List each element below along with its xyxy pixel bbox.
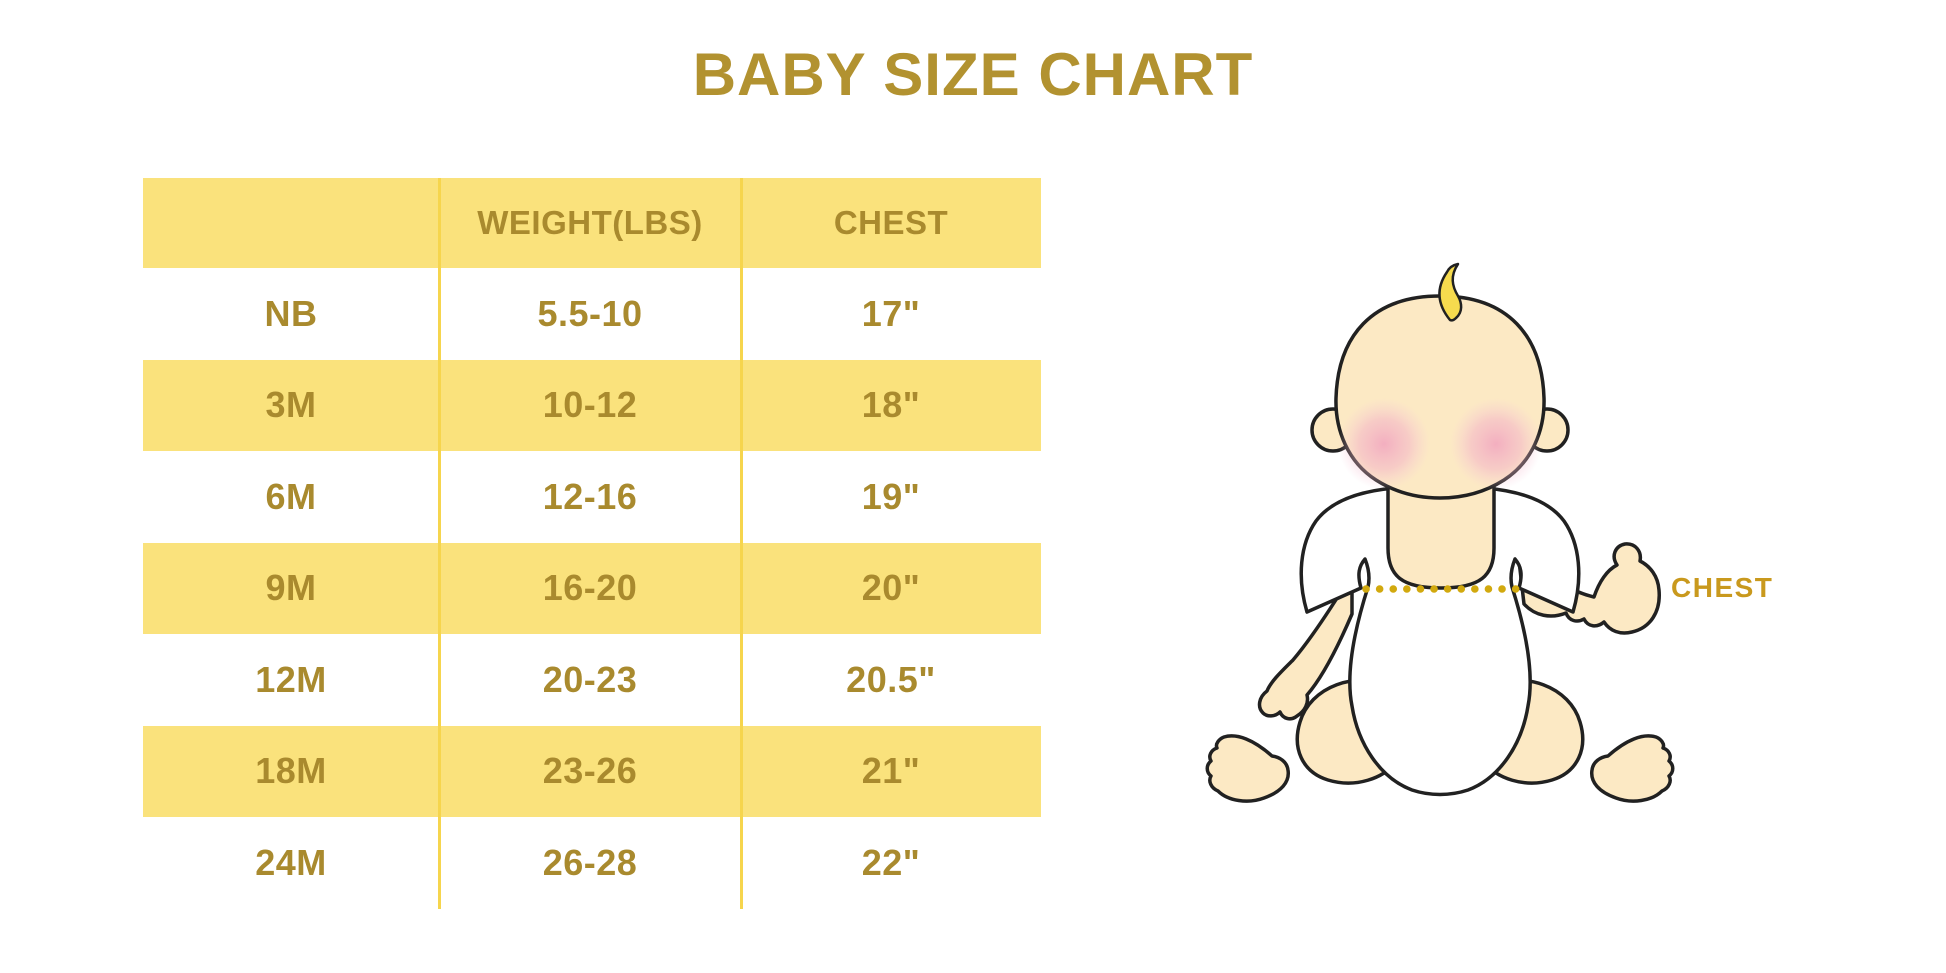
size-cell: 12M bbox=[255, 658, 327, 700]
size-cell: 3M bbox=[265, 384, 317, 426]
baby-right-foot bbox=[1590, 734, 1675, 803]
baby-left-foot bbox=[1205, 734, 1290, 803]
baby-neck bbox=[1386, 468, 1496, 590]
table-row: 3M 10-12 18" bbox=[143, 359, 1041, 451]
size-cell: 18M bbox=[255, 750, 327, 792]
table-row: 24M 26-28 22" bbox=[143, 817, 1041, 909]
page-title: BABY SIZE CHART bbox=[692, 41, 1254, 108]
chest-cell: 17" bbox=[861, 292, 921, 334]
chest-cell: 21" bbox=[861, 750, 921, 792]
chest-cell: 20" bbox=[861, 567, 921, 609]
weight-cell: 23-26 bbox=[542, 750, 638, 792]
baby-left-blush bbox=[1338, 398, 1430, 490]
baby-right-arm-fist bbox=[1516, 542, 1661, 635]
column-divider bbox=[740, 178, 743, 909]
weight-cell: 12-16 bbox=[542, 475, 638, 517]
chest-cell: 18" bbox=[861, 384, 921, 426]
size-table: WEIGHT(LBS) CHEST NB 5.5-10 17" 3M 10-12… bbox=[143, 178, 1041, 909]
weight-cell: 20-23 bbox=[542, 658, 638, 700]
header-size bbox=[143, 178, 439, 268]
weight-cell: 10-12 bbox=[542, 384, 638, 426]
chest-cell: 19" bbox=[861, 475, 921, 517]
chest-cell: 22" bbox=[861, 841, 921, 883]
table-row: NB 5.5-10 17" bbox=[143, 268, 1041, 360]
header-chest: CHEST bbox=[833, 204, 949, 241]
size-cell: 9M bbox=[265, 567, 317, 609]
chest-measurement-label: CHEST bbox=[1671, 572, 1774, 603]
weight-cell: 16-20 bbox=[542, 567, 638, 609]
baby-illustration bbox=[1205, 262, 1675, 803]
table-row: 9M 16-20 20" bbox=[143, 542, 1041, 634]
table-row: 12M 20-23 20.5" bbox=[143, 634, 1041, 726]
baby-left-arm bbox=[1257, 572, 1354, 721]
header-weight: WEIGHT(LBS) bbox=[477, 204, 703, 241]
table-header-row: WEIGHT(LBS) CHEST bbox=[143, 178, 1041, 268]
weight-cell: 5.5-10 bbox=[537, 292, 643, 334]
table-row: 18M 23-26 21" bbox=[143, 725, 1041, 817]
baby-hair-tuft bbox=[1438, 262, 1463, 322]
column-divider bbox=[438, 178, 441, 909]
weight-cell: 26-28 bbox=[542, 841, 638, 883]
size-cell: 24M bbox=[255, 841, 327, 883]
chest-cell: 20.5" bbox=[846, 658, 936, 700]
baby-right-blush bbox=[1450, 398, 1542, 490]
size-cell: NB bbox=[264, 292, 318, 334]
size-cell: 6M bbox=[265, 475, 317, 517]
table-row: 6M 12-16 19" bbox=[143, 451, 1041, 543]
